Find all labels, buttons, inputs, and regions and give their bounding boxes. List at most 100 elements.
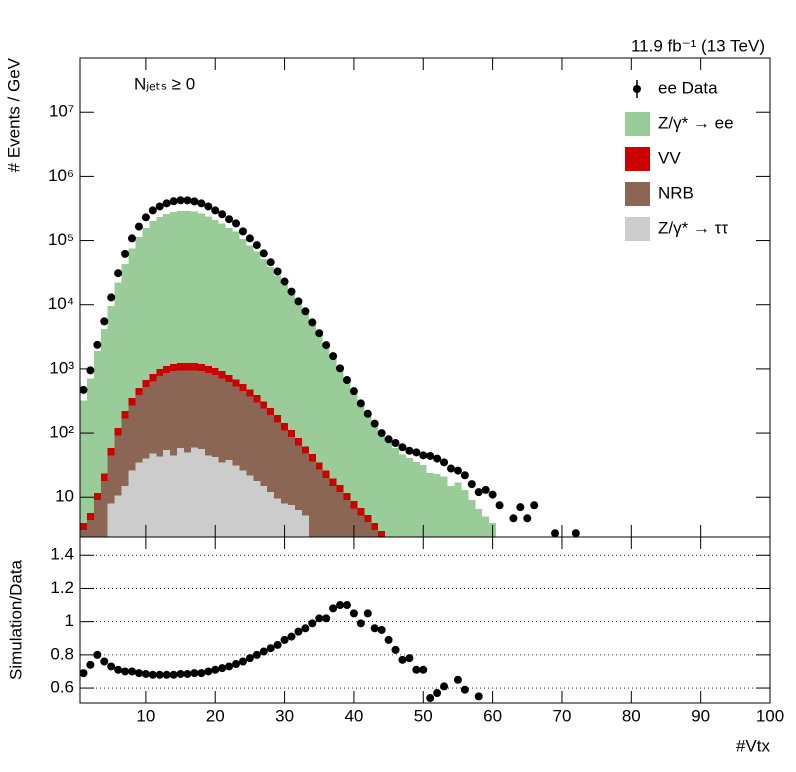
histogram-bar	[128, 398, 136, 406]
histogram-bar	[184, 363, 191, 371]
legend-swatch	[625, 112, 650, 136]
histogram-bar	[343, 377, 351, 493]
histogram-bar	[246, 396, 254, 476]
data-point	[252, 241, 261, 250]
histogram-bar	[156, 368, 164, 377]
data-point	[183, 196, 192, 205]
ratio-point	[204, 667, 213, 676]
histogram-bar	[170, 455, 178, 537]
ratio-point	[162, 670, 171, 679]
ratio-point	[93, 650, 102, 659]
histogram-bar	[371, 424, 379, 523]
histogram-bar	[385, 442, 393, 537]
histogram-bar	[322, 344, 330, 471]
y-tick-label: 10³	[49, 358, 74, 377]
histogram-bar	[163, 365, 171, 374]
histogram-bar	[80, 522, 87, 530]
histogram-bar	[315, 469, 323, 537]
histogram-bar	[329, 485, 337, 537]
histogram-bar	[308, 454, 316, 462]
ratio-point	[426, 694, 435, 703]
histogram-bar	[204, 365, 212, 374]
x-tick-label: 90	[691, 706, 710, 725]
data-point	[412, 448, 421, 457]
histogram-bar	[378, 434, 386, 531]
ratio-point	[460, 685, 469, 694]
histogram-bar	[149, 381, 157, 454]
lumi-label: 11.9 fb⁻¹ (13 TeV)	[631, 36, 765, 55]
histogram-bar	[350, 389, 358, 502]
ratio-point	[266, 644, 275, 653]
data-point	[460, 471, 469, 480]
ratio-point	[315, 614, 324, 623]
histogram-bar	[260, 485, 268, 537]
legend-swatch	[625, 182, 650, 206]
data-point	[467, 480, 476, 489]
legend-label: NRB	[658, 183, 694, 202]
histogram-bar	[177, 448, 185, 537]
axes: 10 10² 10³ 10⁴ 10⁵ 10⁶ 10⁷ ee Data Z/γ* → ee VV NR…	[48, 58, 784, 725]
ratio-point	[453, 675, 462, 684]
y-axis-title: # Events / GeV	[4, 57, 23, 172]
annotation: Nⱼₑₜₛ ≥ 0	[134, 74, 195, 93]
histogram-bar	[100, 329, 108, 474]
histogram-bar	[190, 370, 198, 448]
histogram-bar	[197, 363, 205, 372]
histogram-bar	[440, 476, 448, 537]
histogram-bar	[336, 484, 344, 493]
ratio-point	[197, 669, 206, 678]
histogram-bar	[246, 389, 254, 397]
histogram-bar	[322, 477, 330, 537]
ratio-point	[391, 645, 400, 654]
histogram-bar	[128, 470, 136, 537]
data-point	[433, 454, 442, 463]
histogram-bar	[246, 245, 254, 390]
histogram-bar	[211, 457, 219, 537]
ratio-point	[148, 670, 157, 679]
histogram-bar	[447, 485, 455, 537]
data-point	[571, 529, 580, 537]
histogram-bar	[294, 445, 302, 511]
data-point	[370, 419, 379, 428]
ratio-point	[412, 665, 421, 674]
data-point	[148, 206, 157, 215]
histogram-bar	[170, 371, 178, 456]
ratio-point	[342, 601, 351, 610]
data-point	[245, 234, 254, 243]
histogram-bar	[197, 213, 205, 364]
histogram-bar	[93, 492, 101, 501]
histogram-bar	[177, 370, 185, 449]
data-point	[363, 409, 372, 418]
histogram-bar	[128, 248, 136, 399]
data-point	[121, 249, 130, 258]
histogram-bar	[170, 211, 178, 364]
ratio-point	[301, 624, 310, 633]
histogram-bar	[197, 449, 205, 537]
histogram-bar	[371, 522, 379, 530]
data-point	[259, 249, 268, 258]
y-tick-label: 0.8	[50, 644, 74, 663]
histogram-bar	[308, 461, 316, 537]
ratio-point	[259, 647, 268, 656]
ratio-point	[169, 670, 178, 679]
ratio-point	[433, 689, 442, 698]
histogram-bar	[461, 489, 469, 537]
histogram-bar	[114, 495, 122, 537]
histogram-bar	[225, 374, 233, 383]
legend-label: Z/γ* → ττ	[658, 218, 728, 237]
data-point	[356, 399, 365, 408]
y-tick-label: 1.2	[50, 578, 74, 597]
histogram-bar	[267, 492, 275, 537]
x-tick-label: 40	[344, 706, 363, 725]
histogram-bar	[135, 462, 143, 537]
histogram-bar	[114, 282, 122, 429]
histogram-bar	[149, 453, 157, 537]
data-point	[551, 529, 560, 537]
histogram-bar	[274, 422, 282, 499]
y-tick-label: 10⁶	[48, 166, 74, 185]
data-point	[197, 199, 206, 208]
x-tick-label: 60	[483, 706, 502, 725]
histogram-bar	[301, 446, 309, 454]
histogram-bar	[135, 387, 143, 396]
ratio-point	[155, 670, 164, 679]
